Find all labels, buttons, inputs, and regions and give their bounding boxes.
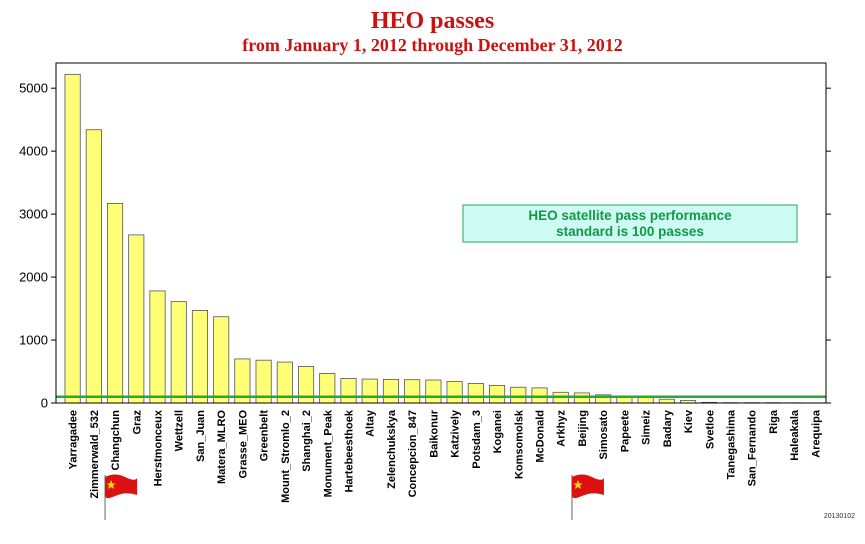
annotation-line-2: standard is 100 passes	[556, 224, 704, 239]
y-tick-label: 5000	[19, 81, 48, 96]
x-tick-label: Matera_MLRO	[216, 410, 228, 484]
x-tick-label: Riga	[768, 409, 780, 434]
x-tick-label: Haleakala	[789, 409, 801, 461]
x-tick-label: Shanghai_2	[301, 410, 313, 472]
x-tick-label: Potsdam_3	[471, 410, 483, 469]
flags-group	[104, 474, 604, 520]
x-tick-label: Graz	[131, 410, 143, 435]
annotation-background	[462, 204, 798, 243]
x-tick-label: Arkhyz	[556, 410, 568, 447]
bar	[382, 378, 399, 404]
y-tick-label: 4000	[19, 144, 48, 159]
bar	[573, 392, 590, 404]
x-tick-label: Beijing	[577, 410, 589, 447]
x-tick-label: Changchun	[110, 410, 122, 471]
plot-frame	[55, 62, 827, 404]
china-flag-icon	[104, 474, 138, 520]
bar	[128, 234, 145, 404]
bars-group	[64, 73, 824, 404]
x-tick-label: Zelenchukskya	[386, 409, 398, 489]
bar	[531, 387, 548, 404]
x-tick-label: Simosato	[598, 410, 610, 460]
bar	[489, 384, 506, 404]
chart-title: HEO passes	[370, 8, 495, 34]
x-tick-label: San_Fernando	[747, 410, 759, 487]
bar	[64, 73, 81, 404]
x-tick-label: San_Juan	[195, 410, 207, 462]
bar	[425, 379, 442, 404]
bar	[404, 379, 421, 404]
x-tick-label: Badary	[662, 409, 674, 447]
annotation-box: HEO satellite pass performance standard …	[462, 204, 798, 243]
x-tick-label: Komsomolsk	[513, 409, 525, 479]
china-flag-icon	[571, 474, 604, 520]
x-tick-label: Koganei	[492, 410, 504, 453]
y-axis: 0 1000 2000 3000 4000 5000	[19, 81, 831, 411]
footer-code: 20130102	[823, 513, 855, 520]
x-tick-label: Concepcion_847	[407, 410, 419, 497]
bar	[191, 310, 208, 404]
x-tick-label: Hartebeesthoek	[344, 409, 356, 492]
x-tick-label: Greenbelt	[259, 410, 271, 462]
bar	[658, 398, 675, 404]
chart-subtitle: from January 1, 2012 through December 31…	[242, 35, 623, 55]
bar	[467, 383, 484, 404]
y-tick-label: 1000	[19, 333, 48, 348]
x-tick-label: Yarragadee	[68, 410, 80, 469]
bar	[149, 290, 166, 404]
x-tick-label: Svetloe	[704, 410, 716, 449]
bar	[85, 129, 102, 404]
x-tick-label: Wettzell	[174, 410, 186, 451]
annotation-line-1: HEO satellite pass performance	[528, 208, 732, 223]
bar	[319, 373, 336, 404]
x-tick-label: Arequipa	[810, 409, 822, 458]
x-tick-label: Katzively	[450, 409, 462, 458]
x-tick-label: Grasse_MEO	[237, 410, 249, 479]
x-tick-label: Baikonur	[428, 409, 440, 457]
y-tick-label: 3000	[19, 207, 48, 222]
bar	[213, 316, 230, 404]
bar	[340, 378, 357, 404]
bar	[361, 378, 378, 404]
x-tick-label: Altay	[365, 409, 377, 437]
bar	[107, 203, 124, 404]
x-tick-label: Tanegashima	[726, 409, 738, 479]
bar	[170, 301, 187, 404]
x-tick-label: Simeiz	[641, 410, 653, 445]
bar	[510, 386, 527, 404]
y-tick-label: 0	[41, 396, 48, 411]
x-tick-label: McDonald	[535, 410, 547, 463]
x-tick-label: Herstmonceux	[153, 409, 165, 486]
y-tick-label: 2000	[19, 270, 48, 285]
x-tick-label: Mount_Stromlo_2	[280, 410, 292, 503]
x-tick-label: Papeete	[619, 410, 631, 452]
x-axis-labels: Yarragadee Zimmerwald_532 Changchun Graz Her…	[68, 409, 823, 503]
x-tick-label: Zimmerwald_532	[89, 410, 101, 499]
bar	[446, 381, 463, 404]
x-tick-label: Monument_Peak	[322, 409, 334, 497]
x-tick-label: Kiev	[683, 409, 695, 433]
